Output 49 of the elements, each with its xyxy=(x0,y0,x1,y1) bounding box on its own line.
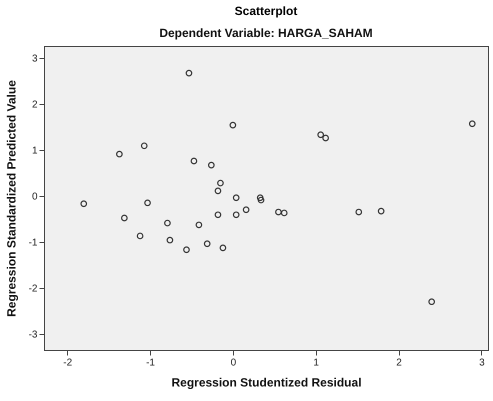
y-tick-label: 2 xyxy=(32,99,38,110)
x-axis-title: Regression Studentized Residual xyxy=(171,376,362,390)
point xyxy=(164,220,171,226)
point xyxy=(214,211,222,218)
chart-title: Scatterplot xyxy=(234,4,298,18)
point xyxy=(232,211,240,218)
point xyxy=(256,194,264,202)
point xyxy=(217,180,224,186)
point xyxy=(144,199,151,206)
point xyxy=(258,196,264,204)
point xyxy=(378,208,384,214)
point xyxy=(275,208,282,216)
point xyxy=(186,70,192,76)
point xyxy=(208,162,215,168)
point xyxy=(140,142,148,150)
point xyxy=(196,222,202,228)
y-tick-label: -2 xyxy=(28,283,38,294)
point xyxy=(428,298,436,306)
point xyxy=(317,131,324,138)
point xyxy=(183,246,190,254)
point xyxy=(230,122,236,128)
point xyxy=(166,236,174,244)
point xyxy=(232,194,240,202)
x-tick-label: -1 xyxy=(146,358,156,368)
point xyxy=(204,240,211,248)
point xyxy=(80,200,88,208)
y-axis-title: Regression Standardized Predicted Value xyxy=(4,80,19,317)
chart-subtitle: Dependent Variable: HARGA_SAHAM xyxy=(159,26,373,40)
point xyxy=(136,232,144,240)
y-tick-label: 3 xyxy=(32,53,38,64)
y-tick-label: 1 xyxy=(32,145,38,156)
x-tick-label: 1 xyxy=(313,358,320,368)
point xyxy=(220,244,226,252)
y-tick-label: 0 xyxy=(32,191,38,202)
point xyxy=(280,210,288,216)
point xyxy=(116,150,123,158)
point xyxy=(242,206,250,214)
y-tick-label: -3 xyxy=(28,329,38,340)
y-tick-label: -1 xyxy=(28,237,38,248)
x-tick-label: -2 xyxy=(63,358,73,368)
point xyxy=(121,214,128,222)
point xyxy=(322,134,329,142)
point xyxy=(355,208,362,216)
x-tick-label: 2 xyxy=(396,358,402,368)
point xyxy=(190,158,198,164)
x-tick-label: 0 xyxy=(230,358,237,368)
point xyxy=(214,188,222,194)
point xyxy=(468,120,476,128)
x-tick-label: 3 xyxy=(479,358,486,368)
